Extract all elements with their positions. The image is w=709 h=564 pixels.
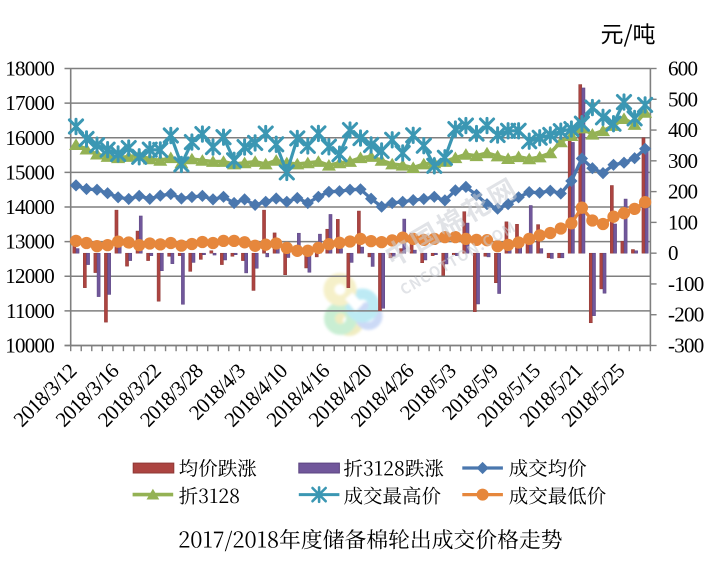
svg-text:100: 100: [668, 210, 698, 234]
svg-text:600: 600: [668, 57, 698, 81]
svg-text:18000: 18000: [5, 57, 54, 81]
svg-text:13000: 13000: [5, 230, 54, 254]
svg-text:12000: 12000: [5, 264, 54, 288]
svg-text:400: 400: [668, 118, 698, 142]
svg-text:17000: 17000: [5, 91, 54, 115]
svg-text:0: 0: [668, 241, 678, 265]
svg-text:15000: 15000: [5, 160, 54, 184]
svg-text:16000: 16000: [5, 126, 54, 150]
svg-text:14000: 14000: [5, 195, 54, 219]
svg-text:-300: -300: [668, 334, 704, 358]
svg-text:500: 500: [668, 87, 698, 111]
svg-text:11000: 11000: [6, 299, 54, 323]
svg-text:10000: 10000: [5, 334, 54, 358]
svg-text:-200: -200: [668, 303, 704, 327]
svg-text:200: 200: [668, 180, 698, 204]
svg-text:-100: -100: [668, 272, 704, 296]
svg-text:300: 300: [668, 149, 698, 173]
